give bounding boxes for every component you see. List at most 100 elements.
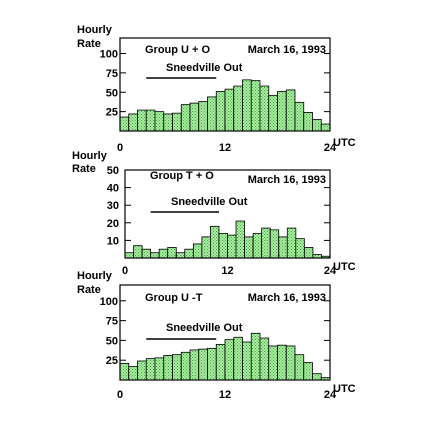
y-tick-label: 50 [106, 335, 118, 347]
histogram-bar [277, 91, 287, 132]
y-tick-label: 25 [106, 107, 118, 119]
sneedville-out-label: Sneedville Out [166, 322, 243, 334]
y-tick-label: 30 [107, 200, 119, 212]
histogram-bar [268, 94, 278, 132]
histogram-bar [167, 247, 177, 259]
y-axis-label-line1: Hourly [72, 150, 108, 162]
histogram-bar [207, 96, 217, 132]
y-axis-label-line1: Hourly [77, 24, 113, 36]
histogram-bar [244, 236, 254, 259]
histogram-bar [259, 85, 270, 132]
histogram-bar [198, 348, 208, 381]
x-axis-label: UTC [333, 261, 356, 273]
histogram-bar [218, 232, 228, 259]
histogram-bar [150, 252, 160, 259]
histogram-bar [294, 101, 305, 132]
y-tick-label: 25 [106, 355, 118, 367]
histogram-bar [303, 112, 313, 132]
histogram-bar [312, 118, 322, 132]
histogram-bar [235, 220, 245, 259]
histogram-bar [192, 243, 203, 259]
histogram-bar [198, 101, 208, 132]
histogram-bar [303, 247, 314, 259]
histogram-bar [215, 343, 226, 381]
histogram-bar [175, 252, 186, 259]
histogram-bar [163, 355, 173, 381]
panel-title: Group T + O [150, 170, 214, 182]
histogram-bar [172, 354, 182, 381]
y-tick-label: 20 [107, 218, 119, 230]
histogram-bar [158, 248, 169, 259]
histogram-bar [250, 332, 261, 381]
histogram-bar [277, 344, 287, 381]
x-axis-label: UTC [333, 137, 356, 149]
histogram-bar [119, 362, 130, 381]
histogram-bar [269, 229, 280, 259]
histogram-bar [224, 339, 235, 381]
histogram-bar [180, 351, 191, 381]
histogram-bar [242, 341, 252, 381]
histogram-bar [261, 227, 271, 259]
histogram-bar [184, 248, 194, 259]
panel-title: Group U + O [145, 44, 211, 56]
histogram-bar [154, 357, 165, 381]
y-tick-label: 50 [107, 165, 119, 177]
panel-title: Group U -T [145, 292, 203, 304]
histogram-bar [137, 109, 147, 132]
histogram-bar [285, 89, 296, 132]
y-axis-label-line2: Rate [72, 163, 96, 175]
histogram-bar [137, 360, 147, 381]
histogram-bar [207, 347, 217, 381]
x-axis-label: UTC [333, 383, 356, 395]
histogram-bar [180, 104, 191, 132]
x-tick-label: 24 [324, 142, 337, 154]
y-tick-label: 75 [106, 316, 118, 328]
sneedville-out-label: Sneedville Out [171, 196, 248, 208]
y-axis-label-line2: Rate [77, 284, 101, 296]
histogram-bar [294, 354, 305, 381]
histogram-bar [320, 123, 331, 132]
histogram-bar [278, 236, 288, 259]
histogram-bar [215, 91, 226, 132]
x-tick-label: 0 [117, 389, 123, 401]
histogram-bar [141, 248, 152, 259]
x-tick-label: 0 [122, 265, 128, 277]
histogram-bar [201, 236, 211, 259]
histogram-bar [250, 80, 261, 132]
panel-date: March 16, 1993 [248, 44, 326, 56]
histogram-bar [145, 358, 156, 381]
y-tick-label: 10 [107, 235, 119, 247]
histogram-bar [163, 113, 173, 132]
x-tick-label: 24 [324, 389, 337, 401]
x-tick-label: 0 [117, 142, 123, 154]
histogram-bar [172, 112, 182, 132]
histogram-bar [303, 362, 313, 381]
x-tick-label: 12 [219, 389, 231, 401]
histogram-bar [189, 102, 200, 132]
histogram-bar [189, 349, 200, 381]
y-tick-label: 100 [100, 49, 118, 61]
histogram-bar [154, 111, 165, 132]
panel-date: March 16, 1993 [248, 174, 326, 186]
histogram-bar [295, 238, 305, 259]
histogram-bar [227, 234, 237, 259]
y-tick-label: 50 [106, 87, 118, 99]
x-tick-label: 24 [324, 265, 337, 277]
histogram-bar [124, 252, 134, 259]
y-axis-label-line1: Hourly [77, 270, 113, 282]
y-tick-label: 75 [106, 68, 118, 80]
sneedville-out-label: Sneedville Out [166, 62, 243, 74]
histogram-bar [268, 345, 278, 381]
histogram-bar [145, 109, 156, 132]
histogram-bar [252, 232, 263, 259]
histogram-bar [133, 245, 143, 259]
histogram-bar [224, 88, 235, 132]
histogram-bar [259, 337, 270, 381]
histogram-bar [128, 366, 138, 381]
y-tick-label: 100 [100, 296, 118, 308]
histogram-bar [128, 113, 138, 132]
